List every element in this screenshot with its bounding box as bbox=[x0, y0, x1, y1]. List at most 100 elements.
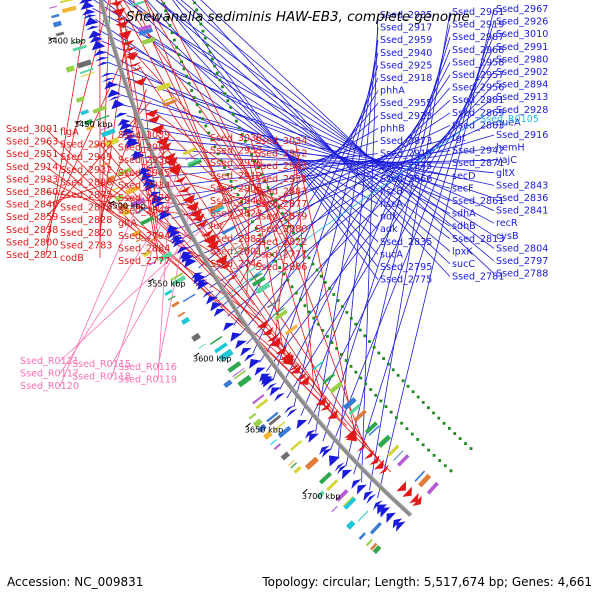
gc-dot bbox=[223, 166, 226, 169]
blue-gene-label: Ssed_2923 bbox=[380, 111, 432, 122]
gc-dot bbox=[256, 166, 260, 170]
gc-dot bbox=[182, 67, 186, 71]
gc-dot bbox=[368, 340, 371, 343]
gc-dot bbox=[335, 347, 339, 350]
cog-category-block bbox=[218, 348, 232, 360]
blue-gene-label-leader bbox=[279, 62, 451, 390]
red-gene-label: Ssed_2844 bbox=[210, 196, 262, 207]
reverse-gene-arrow bbox=[167, 163, 181, 172]
blue-gene-label: Ssed_2925 bbox=[380, 60, 432, 71]
cog-category-block bbox=[79, 68, 94, 75]
red-gene-label: Ssed_2800 bbox=[6, 237, 58, 248]
red-gene-label: Ssed_2962 bbox=[60, 140, 112, 151]
cog-category-block bbox=[358, 532, 366, 540]
forward-gene-arrow bbox=[93, 50, 107, 57]
forward-gene-arrow bbox=[120, 128, 134, 134]
genome-backbone bbox=[98, 0, 413, 517]
gc-dot bbox=[262, 240, 266, 243]
blue-gene-label: Ssed_2991 bbox=[496, 42, 548, 53]
rna-gene-label: Ssed_R0116 bbox=[118, 362, 177, 373]
red-gene-label-leader bbox=[132, 0, 251, 252]
cog-category-block bbox=[233, 246, 247, 255]
forward-gene-arrow bbox=[363, 491, 374, 502]
cog-category-block bbox=[130, 0, 145, 7]
cog-category-block bbox=[148, 260, 156, 266]
blue-gene-label-leader bbox=[102, 0, 379, 230]
cog-category-block bbox=[158, 251, 173, 263]
red-gene-label: Ssed_2950 bbox=[210, 158, 262, 169]
red-gene-label: Ssed_2949 bbox=[60, 152, 112, 163]
cog-category-block bbox=[177, 311, 186, 318]
blue-gene-label-leader bbox=[147, 159, 495, 169]
cog-category-block bbox=[290, 462, 298, 469]
gc-dot bbox=[372, 345, 376, 349]
cog-category-block bbox=[86, 125, 95, 131]
gc-dot bbox=[396, 373, 400, 377]
gc-dot bbox=[359, 376, 363, 380]
blue-gene-label: hemH bbox=[496, 143, 525, 154]
reverse-gene-arrow bbox=[290, 364, 302, 374]
forward-gene-arrow bbox=[140, 171, 154, 182]
gc-dot bbox=[364, 382, 368, 386]
forward-gene-arrow bbox=[351, 479, 362, 489]
reverse-gene-arrow bbox=[226, 273, 239, 281]
gc-dot bbox=[374, 393, 378, 397]
scale-tick-label: 3650 kbp bbox=[245, 425, 284, 435]
forward-gene-arrow bbox=[176, 247, 189, 255]
gc-dot bbox=[219, 159, 223, 163]
cog-category-block bbox=[181, 316, 191, 325]
reverse-gene-arrow bbox=[133, 77, 147, 86]
rna-gene-label: Ssed_R0119 bbox=[118, 375, 177, 386]
gc-dot bbox=[172, 38, 176, 42]
gc-dot bbox=[426, 406, 430, 410]
reverse-gene-arrow bbox=[315, 396, 327, 406]
gc-dot bbox=[177, 53, 181, 56]
blue-gene-label-leader bbox=[172, 0, 379, 280]
red-gene-label: flgA bbox=[60, 127, 79, 138]
gc-dot bbox=[185, 74, 188, 78]
red-gene-label: Ssed_2771 bbox=[255, 249, 307, 260]
forward-gene-arrow bbox=[100, 73, 114, 78]
blue-gene-label: queA bbox=[496, 117, 521, 128]
red-gene-label-leader bbox=[294, 153, 315, 388]
gc-dot bbox=[277, 205, 281, 209]
gc-dot bbox=[443, 464, 447, 468]
blue-gene-label: Ssed_2916 bbox=[496, 130, 548, 141]
gc-dot bbox=[330, 341, 334, 344]
blue-gene-label-leader bbox=[180, 0, 495, 262]
blue-gene-label: Ssed_2913 bbox=[496, 92, 548, 103]
gc-dot bbox=[427, 448, 431, 452]
cog-category-block bbox=[257, 423, 267, 433]
map-title: Shewanella sediminis HAW-EB3, complete g… bbox=[126, 9, 470, 25]
gc-dot bbox=[201, 117, 205, 121]
cog-category-block bbox=[125, 185, 140, 196]
reverse-gene-arrow bbox=[115, 20, 130, 29]
gc-dot bbox=[389, 410, 393, 414]
gc-dot bbox=[190, 89, 194, 92]
forward-gene-arrow bbox=[166, 225, 179, 235]
gc-dot bbox=[203, 36, 207, 40]
cog-category-block bbox=[111, 186, 120, 192]
red-gene-label: Ssed_2954 bbox=[118, 143, 170, 154]
blue-gene-label: Ssed_2797 bbox=[496, 256, 548, 267]
gc-dot bbox=[232, 112, 235, 116]
cog-category-block bbox=[137, 24, 152, 32]
red-gene-label-leader bbox=[157, 172, 255, 306]
reverse-gene-arrow bbox=[298, 375, 310, 385]
cog-category-block bbox=[119, 203, 129, 212]
gc-dot bbox=[354, 370, 358, 374]
red-gene-label-leader bbox=[45, 0, 89, 256]
red-gene-label: Ssed_2777 bbox=[118, 256, 170, 267]
forward-gene-arrow bbox=[244, 353, 256, 362]
cog-category-block bbox=[370, 542, 378, 551]
cog-category-block bbox=[55, 31, 65, 37]
red-gene-label-leader bbox=[185, 182, 251, 202]
red-gene-label: Ssed_2842 bbox=[118, 206, 170, 217]
blue-gene-label-leader bbox=[239, 87, 451, 336]
cog-category-block bbox=[141, 36, 156, 46]
gc-dot bbox=[199, 22, 203, 26]
red-gene-label: Ssed_2931 bbox=[255, 174, 307, 185]
blue-gene-label: secF bbox=[452, 183, 474, 194]
gc-dot bbox=[295, 237, 299, 241]
red-gene-label-leader bbox=[159, 124, 251, 214]
